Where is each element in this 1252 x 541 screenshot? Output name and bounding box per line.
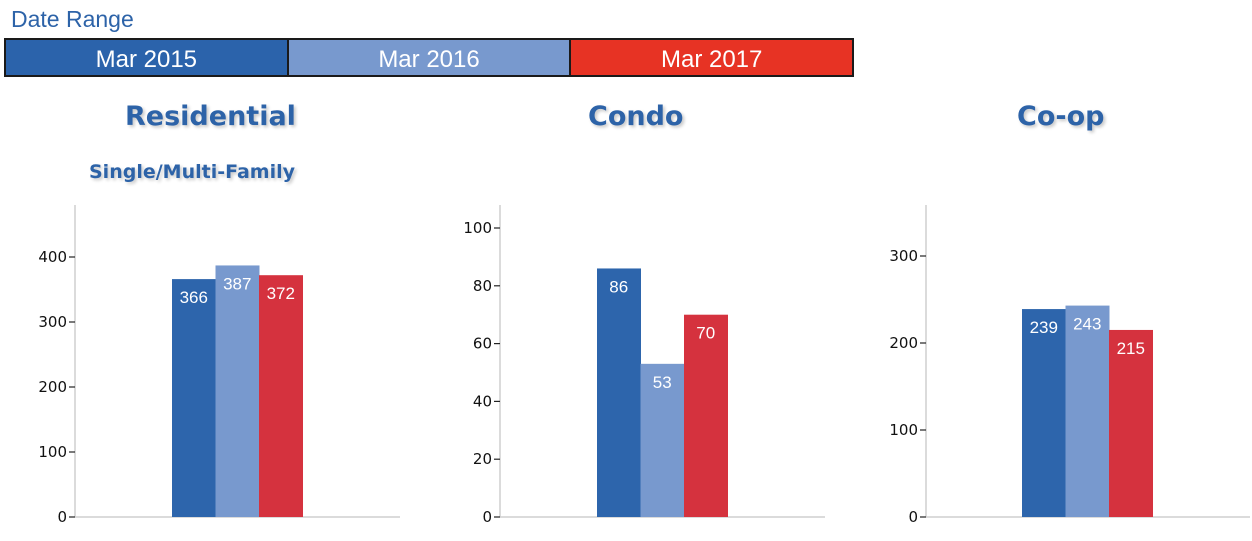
legend-item-mar-2015[interactable]: Mar 2015 <box>6 40 287 75</box>
y-tick-label: 0 <box>908 508 918 526</box>
bar-value-label: 70 <box>696 324 715 343</box>
coop-title: Co-op <box>1017 101 1105 132</box>
legend-item-mar-2016[interactable]: Mar 2016 <box>286 40 570 75</box>
bar-value-label: 372 <box>267 284 295 303</box>
bar-mar-2017[interactable] <box>1109 329 1153 517</box>
y-tick-label: 20 <box>473 450 492 468</box>
bar-mar-2015[interactable] <box>1022 309 1066 517</box>
condo-title: Condo <box>588 101 684 132</box>
y-tick-label: 100 <box>463 219 492 237</box>
bar-value-label: 53 <box>653 373 672 392</box>
bar-mar-2015[interactable] <box>597 268 641 517</box>
y-tick-label: 0 <box>482 508 492 526</box>
bar-mar-2015[interactable] <box>172 279 216 517</box>
y-tick-label: 100 <box>38 443 67 461</box>
y-tick-label: 200 <box>38 378 67 396</box>
bar-mar-2016[interactable] <box>1065 305 1110 517</box>
bar-value-label: 366 <box>180 288 208 307</box>
coop-chart: 0 100 200 300 239 243 215 <box>889 205 1250 526</box>
y-tick-label: 300 <box>889 247 918 265</box>
residential-title: Residential <box>125 101 296 132</box>
bar-mar-2017[interactable] <box>684 314 728 517</box>
residential-subtitle: Single/Multi-Family <box>89 161 295 183</box>
y-tick-label: 80 <box>473 277 492 295</box>
residential-chart: 0 100 200 300 400 366 387 372 <box>38 205 400 526</box>
bar-mar-2016[interactable] <box>640 363 685 517</box>
condo-chart: 0 20 40 60 80 100 86 53 70 <box>463 205 825 526</box>
y-tick-label: 60 <box>473 335 492 353</box>
bar-mar-2017[interactable] <box>259 275 303 517</box>
legend-item-mar-2017[interactable]: Mar 2017 <box>569 40 853 75</box>
bar-value-label: 86 <box>609 277 628 296</box>
bar-value-label: 387 <box>223 274 251 293</box>
bar-value-label: 239 <box>1030 318 1058 337</box>
y-tick-label: 400 <box>38 248 67 266</box>
bar-value-label: 215 <box>1117 339 1145 358</box>
y-tick-label: 40 <box>473 392 492 410</box>
y-tick-label: 0 <box>57 508 67 526</box>
bar-mar-2016[interactable] <box>215 265 260 517</box>
bar-value-label: 243 <box>1073 315 1101 334</box>
y-tick-label: 300 <box>38 313 67 331</box>
y-tick-label: 100 <box>889 421 918 439</box>
y-tick-label: 200 <box>889 334 918 352</box>
date-range-legend: Mar 2015 Mar 2016 Mar 2017 <box>4 38 854 77</box>
date-range-label: Date Range <box>11 6 134 32</box>
